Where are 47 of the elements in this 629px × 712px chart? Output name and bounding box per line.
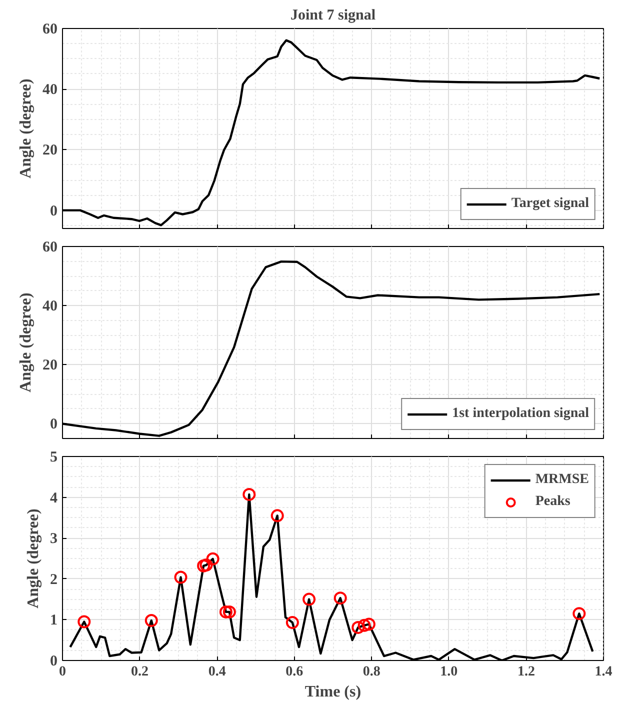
point — [206, 552, 220, 566]
y-tick-label: 20 — [42, 358, 58, 374]
legend-label: MRMSE — [535, 472, 589, 488]
point — [572, 607, 586, 620]
x-axis-title: Time (s) — [304, 684, 362, 700]
point — [144, 614, 158, 628]
y-axis-title: Angle (degree) — [18, 78, 34, 178]
y-tick-label: 40 — [42, 82, 58, 98]
legend-label: 1st interpolation signal — [452, 406, 589, 422]
y-tick-label: 4 — [50, 490, 58, 506]
x-tick-label: 1.4 — [594, 664, 612, 680]
y-axis-title: Angle (degree) — [25, 508, 42, 608]
x-tick-label: 0.6 — [286, 664, 304, 680]
x-tick-label: 0.8 — [362, 664, 380, 680]
y-tick-label: 3 — [50, 531, 58, 548]
y-tick-label: 60 — [42, 240, 58, 256]
y-tick-label: 20 — [42, 142, 58, 159]
y-axis-title: Angle (degree) — [18, 292, 34, 392]
point — [242, 488, 256, 501]
x-tick-label: 0.2 — [131, 664, 149, 680]
x-tick-label: 1.0 — [440, 664, 458, 680]
x-tick-label: 0.4 — [208, 664, 226, 680]
point — [362, 618, 376, 631]
point — [302, 592, 316, 606]
chart-title: Joint 7 signal — [290, 8, 376, 24]
y-tick-label: 5 — [50, 450, 58, 466]
y-tick-label: 0 — [50, 654, 58, 670]
legend-label: Peaks — [535, 494, 570, 510]
point — [174, 570, 188, 584]
y-tick-label: 0 — [50, 203, 58, 220]
point — [78, 615, 91, 628]
point — [219, 605, 232, 618]
point — [286, 616, 299, 630]
y-tick-label: 40 — [42, 298, 58, 315]
point — [200, 558, 213, 572]
point — [270, 509, 284, 522]
point — [334, 592, 347, 605]
x-tick-label: 1.2 — [517, 664, 535, 680]
point — [222, 605, 236, 618]
point — [352, 620, 365, 634]
point — [358, 618, 371, 632]
y-tick-label: 0 — [50, 416, 58, 433]
point — [197, 559, 210, 572]
y-tick-label: 2 — [50, 572, 58, 588]
y-tick-label: 60 — [42, 22, 58, 38]
legend-label: Target signal — [511, 196, 589, 212]
y-tick-label: 1 — [50, 612, 58, 629]
